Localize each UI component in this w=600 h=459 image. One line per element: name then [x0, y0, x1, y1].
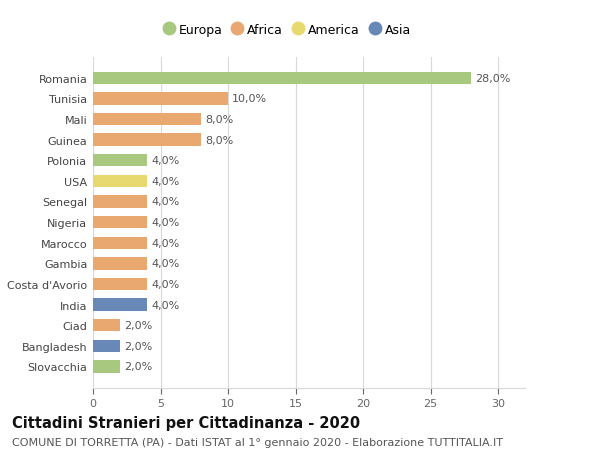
- Bar: [93, 134, 201, 146]
- Text: 4,0%: 4,0%: [151, 197, 179, 207]
- Text: 2,0%: 2,0%: [124, 341, 152, 351]
- Text: 2,0%: 2,0%: [124, 362, 152, 372]
- Bar: [93, 278, 147, 291]
- Text: 4,0%: 4,0%: [151, 176, 179, 186]
- Bar: [93, 340, 120, 352]
- Bar: [93, 175, 147, 188]
- Text: 4,0%: 4,0%: [151, 300, 179, 310]
- Bar: [93, 73, 471, 85]
- Text: 10,0%: 10,0%: [232, 94, 267, 104]
- Text: 4,0%: 4,0%: [151, 259, 179, 269]
- Bar: [93, 155, 147, 167]
- Bar: [93, 319, 120, 332]
- Bar: [93, 196, 147, 208]
- Bar: [93, 237, 147, 249]
- Text: 2,0%: 2,0%: [124, 320, 152, 330]
- Text: COMUNE DI TORRETTA (PA) - Dati ISTAT al 1° gennaio 2020 - Elaborazione TUTTITALI: COMUNE DI TORRETTA (PA) - Dati ISTAT al …: [12, 437, 503, 447]
- Text: 8,0%: 8,0%: [205, 115, 233, 125]
- Text: 8,0%: 8,0%: [205, 135, 233, 146]
- Text: Cittadini Stranieri per Cittadinanza - 2020: Cittadini Stranieri per Cittadinanza - 2…: [12, 415, 360, 431]
- Bar: [93, 360, 120, 373]
- Text: 28,0%: 28,0%: [475, 73, 511, 84]
- Text: 4,0%: 4,0%: [151, 218, 179, 228]
- Bar: [93, 217, 147, 229]
- Bar: [93, 257, 147, 270]
- Legend: Europa, Africa, America, Asia: Europa, Africa, America, Asia: [164, 24, 411, 37]
- Bar: [93, 93, 228, 105]
- Bar: [93, 299, 147, 311]
- Text: 4,0%: 4,0%: [151, 280, 179, 289]
- Bar: [93, 113, 201, 126]
- Text: 4,0%: 4,0%: [151, 238, 179, 248]
- Text: 4,0%: 4,0%: [151, 156, 179, 166]
